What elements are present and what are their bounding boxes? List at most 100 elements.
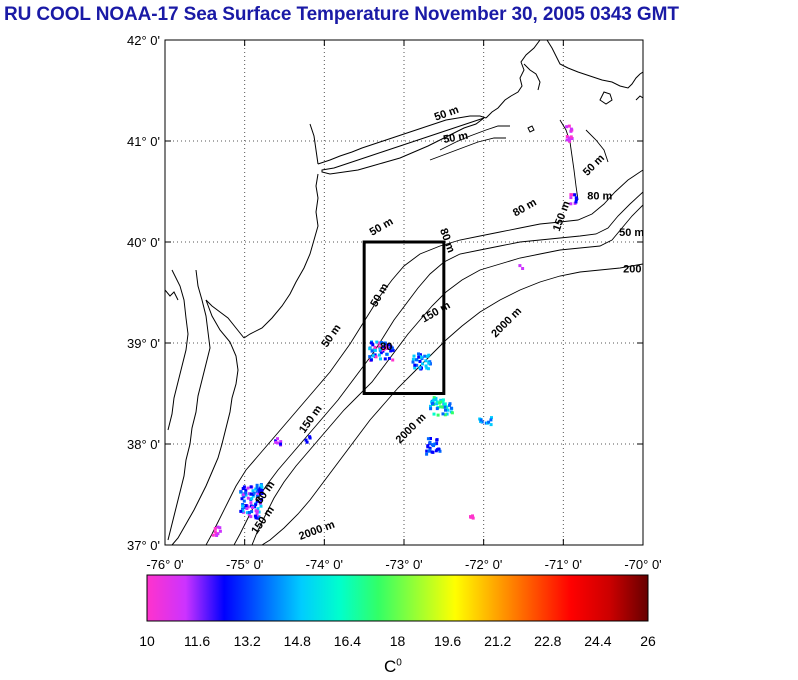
- sst-pixel: [567, 138, 571, 142]
- sst-pixel: [418, 366, 422, 370]
- sst-pixel: [242, 499, 246, 503]
- sst-pixel: [490, 416, 493, 420]
- sst-pixel: [244, 504, 248, 508]
- sst-pixel: [256, 492, 260, 496]
- sst-pixel: [426, 437, 430, 441]
- sst-pixel: [432, 398, 436, 402]
- sst-pixel: [411, 357, 415, 361]
- isobath-label: 80: [380, 341, 392, 353]
- sst-pixel: [368, 347, 372, 351]
- colorbar-unit: C0: [384, 657, 402, 677]
- colorbar-tick-label: 24.4: [584, 633, 612, 649]
- lat-tick-label: 42° 0': [127, 33, 160, 48]
- map-title: RU COOL NOAA-17 Sea Surface Temperature …: [4, 4, 679, 25]
- sst-pixel: [377, 353, 381, 357]
- sst-pixel: [469, 515, 472, 519]
- sst-pixel: [471, 514, 474, 518]
- sst-pixel: [430, 450, 434, 454]
- lon-tick-label: -73° 0': [385, 557, 422, 572]
- sst-pixel: [434, 398, 438, 402]
- sst-pixel: [260, 489, 264, 492]
- sst-pixel: [242, 493, 246, 497]
- sst-pixel: [435, 402, 439, 406]
- sst-pixel: [570, 137, 574, 140]
- sst-pixel: [424, 359, 428, 363]
- sst-pixel: [428, 446, 432, 450]
- colorbar-tick-label: 22.8: [534, 633, 562, 649]
- lon-tick-label: -75° 0': [226, 557, 263, 572]
- sst-pixel: [216, 532, 220, 536]
- isobath-label: 200: [623, 263, 641, 275]
- isobath-label: 80 m: [587, 191, 612, 203]
- sst-pixel: [446, 408, 450, 412]
- sst-pixel: [424, 364, 428, 368]
- isobath-label: 50 m: [442, 130, 469, 146]
- sst-pixel: [242, 495, 246, 499]
- sst-pixel: [274, 440, 278, 444]
- sst-pixel: [370, 349, 374, 353]
- sst-pixel: [375, 340, 379, 344]
- sst-pixel: [438, 449, 442, 453]
- graticule: [165, 40, 643, 545]
- colorbar-tick-label: 11.6: [183, 633, 211, 649]
- sst-pixel: [431, 401, 435, 405]
- sst-pixel: [241, 487, 245, 490]
- sst-pixel: [443, 404, 447, 408]
- sst-pixel: [437, 447, 441, 451]
- sst-pixel: [448, 403, 451, 407]
- sst-pixel: [574, 196, 578, 200]
- sst-pixel: [574, 200, 578, 204]
- sst-pixel: [443, 413, 447, 417]
- sst-pixel: [241, 509, 245, 513]
- lon-tick-label: -71° 0': [545, 557, 582, 572]
- sst-pixel: [448, 402, 452, 406]
- sst-pixel: [426, 445, 430, 449]
- sst-pixel: [216, 525, 220, 529]
- sst-pixel: [377, 345, 381, 349]
- sst-pixel: [391, 358, 395, 362]
- sst-pixel: [425, 452, 429, 456]
- longitude-tick-labels: -76° 0' -75° 0' -74° 0' -73° 0' -72° 0' -71° …: [146, 557, 661, 572]
- sst-pixel: [246, 486, 250, 490]
- sst-pixel: [251, 494, 255, 498]
- sst-pixel: [419, 355, 423, 359]
- colorbar-tick-label: 10: [139, 633, 155, 649]
- sst-pixel: [255, 490, 259, 494]
- sst-pixel: [427, 361, 431, 365]
- sst-pixel: [242, 485, 246, 489]
- sst-pixel: [440, 405, 444, 409]
- sst-pixel: [255, 513, 259, 517]
- sst-pixel: [427, 353, 431, 357]
- sst-pixel: [429, 407, 433, 411]
- sst-pixel: [441, 412, 445, 416]
- sst-pixel: [250, 510, 254, 514]
- sst-pixel: [441, 399, 445, 403]
- sst-pixel: [487, 420, 491, 424]
- colorbar-tick-label: 14.8: [283, 633, 311, 649]
- sst-pixel: [443, 402, 447, 406]
- sst-pixel: [427, 367, 430, 371]
- sst-pixel: [370, 341, 373, 345]
- sst-pixel: [255, 486, 259, 490]
- sst-pixel: [387, 343, 391, 347]
- sst-pixel: [274, 439, 278, 443]
- sst-pixel: [425, 449, 429, 453]
- sst-pixel: [215, 534, 219, 537]
- sst-pixel: [432, 396, 436, 400]
- sst-pixel: [241, 507, 245, 511]
- sst-pixel: [383, 341, 386, 345]
- colorbar-tick-label: 26: [640, 633, 656, 649]
- sst-pixel: [244, 491, 248, 495]
- sst-pixel: [249, 492, 253, 496]
- sst-pixel: [305, 440, 309, 444]
- colorbar-tick-label: 21.2: [484, 633, 512, 649]
- sst-pixel: [569, 135, 573, 139]
- sst-pixel: [241, 503, 245, 506]
- sst-pixel: [260, 492, 264, 495]
- sst-pixel: [449, 406, 453, 410]
- sst-pixel: [489, 423, 493, 427]
- sst-pixel: [257, 510, 261, 514]
- sst-pixel: [574, 198, 578, 202]
- sst-pixel: [435, 438, 439, 442]
